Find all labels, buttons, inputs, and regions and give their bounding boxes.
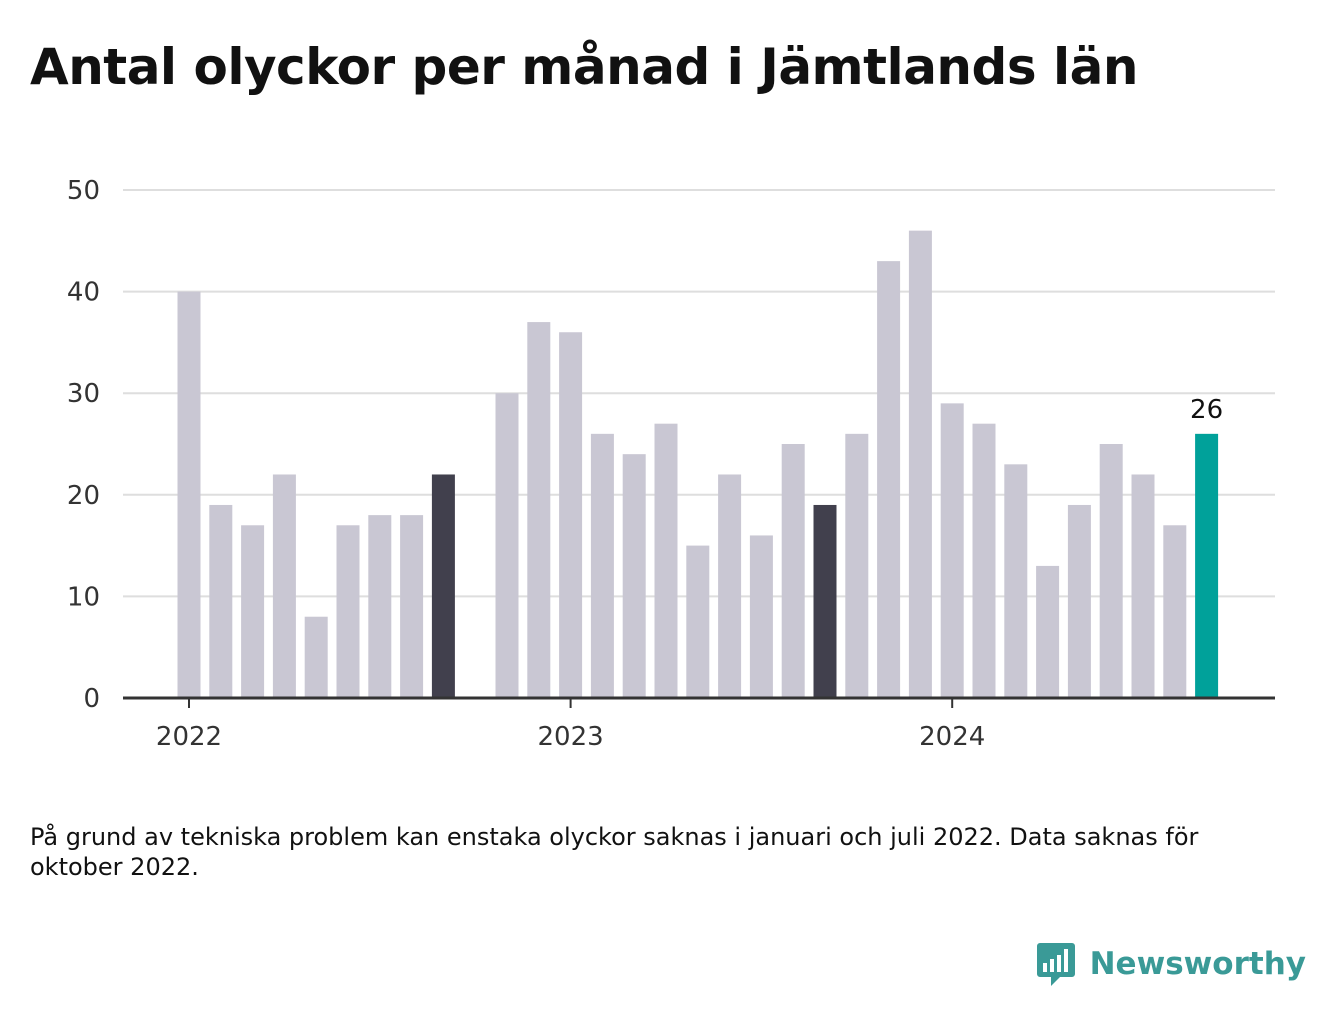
x-tick-label: 2022 <box>156 722 222 752</box>
data-label: 26 <box>1190 395 1223 425</box>
bar-2024-03 <box>1004 464 1028 698</box>
page-title: Antal olyckor per månad i Jämtlands län <box>30 38 1138 96</box>
bar-2023-04 <box>654 423 678 698</box>
bar-2023-12 <box>908 230 932 698</box>
y-tick-label: 20 <box>67 481 100 511</box>
bar-2023-05 <box>686 545 710 698</box>
bar-2022-09 <box>431 474 455 698</box>
newsworthy-logo: Newsworthy <box>1036 940 1306 988</box>
bar-2022-02 <box>209 504 233 698</box>
bar-2023-11 <box>877 261 901 698</box>
footnote: På grund av tekniska problem kan enstaka… <box>30 823 1199 881</box>
bar-2023-01 <box>559 332 583 698</box>
bar-2022-05 <box>304 616 328 698</box>
bar-2023-06 <box>718 474 742 698</box>
bars <box>177 230 1219 698</box>
bar-2023-03 <box>622 454 646 698</box>
bar-2022-12 <box>527 322 551 698</box>
y-tick-label: 50 <box>67 176 100 206</box>
bar-2024-04 <box>1036 565 1060 698</box>
bar-2023-02 <box>590 433 614 698</box>
newsworthy-logo-icon <box>1036 943 1075 986</box>
bar-2023-08 <box>781 444 805 698</box>
y-tick-label: 10 <box>67 582 100 612</box>
bar-2024-01 <box>940 403 964 698</box>
bar-2024-06 <box>1099 444 1123 698</box>
bar-2024-02 <box>972 423 996 698</box>
x-tick-label: 2024 <box>919 722 985 752</box>
bar-2023-09 <box>813 504 837 698</box>
x-tick-label: 2023 <box>538 722 604 752</box>
y-tick-label: 30 <box>67 379 100 409</box>
data-labels: 26 <box>1190 395 1223 425</box>
bar-2022-08 <box>400 515 424 698</box>
bar-2024-09 <box>1195 433 1219 698</box>
bar-2024-07 <box>1131 474 1155 698</box>
bar-chart: 0 10 20 30 40 50 26 2022 2023 2024 <box>67 176 1275 752</box>
bar-2022-03 <box>241 525 265 698</box>
logo-text: Newsworthy <box>1089 946 1306 982</box>
bar-2024-05 <box>1067 504 1091 698</box>
bar-2024-08 <box>1163 525 1187 698</box>
y-tick-label: 40 <box>67 278 100 308</box>
bar-2023-10 <box>845 433 869 698</box>
y-tick-label: 0 <box>83 684 100 714</box>
x-axis-ticks: 2022 2023 2024 <box>156 698 985 752</box>
bar-2022-06 <box>336 525 360 698</box>
bar-2022-01 <box>177 291 201 698</box>
bar-2022-04 <box>272 474 296 698</box>
bar-2022-11 <box>495 393 519 698</box>
y-axis-ticks: 0 10 20 30 40 50 <box>67 176 100 714</box>
bar-2023-07 <box>749 535 773 698</box>
bar-2022-07 <box>368 515 392 698</box>
